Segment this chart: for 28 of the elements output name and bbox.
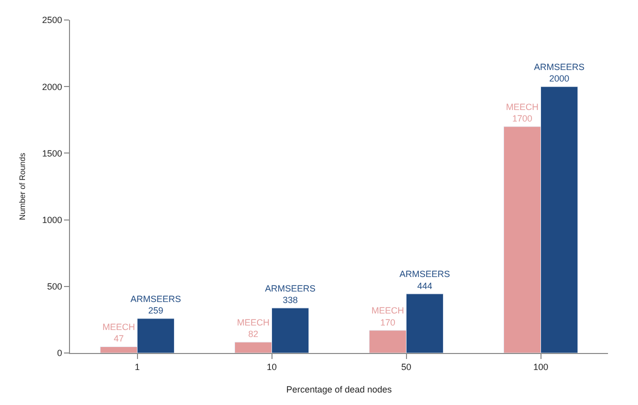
text: MEECH <box>236 317 270 328</box>
series-label: MEECH <box>102 322 136 332</box>
x-axis-title: Percentage of dead nodes <box>286 384 392 395</box>
y-tick-label: 2000 <box>42 82 62 92</box>
x-tick-label: 10 <box>266 362 277 372</box>
text: MEECH <box>371 306 404 316</box>
data-label: 444 <box>417 280 432 291</box>
series-label: ARMSEERS <box>130 294 182 304</box>
text: ARMSEERS <box>534 62 585 72</box>
text: ARMSEERS <box>264 283 316 294</box>
data-label: 1700 <box>512 114 532 124</box>
x-tick-label: 50 <box>401 362 412 372</box>
x-tick-label: 1 <box>134 362 140 372</box>
x-tick-label: 100 <box>533 362 548 372</box>
data-label: 338 <box>282 294 298 305</box>
data-label: 2000 <box>549 74 570 84</box>
data-label: 82 <box>248 329 258 340</box>
data-label: 47 <box>114 334 124 344</box>
text: MEECH <box>506 102 539 112</box>
y-tick-label: 2500 <box>42 15 62 26</box>
y-tick-label: 0 <box>57 348 62 358</box>
y-tick-label: 1500 <box>42 148 62 158</box>
text: ARMSEERS <box>399 269 450 280</box>
y-tick-label: 1000 <box>42 214 62 225</box>
y-axis-title: Number of Rounds <box>18 152 27 220</box>
data-label: 170 <box>380 317 396 328</box>
data-label: 259 <box>148 306 164 316</box>
y-tick-label: 500 <box>47 282 62 292</box>
